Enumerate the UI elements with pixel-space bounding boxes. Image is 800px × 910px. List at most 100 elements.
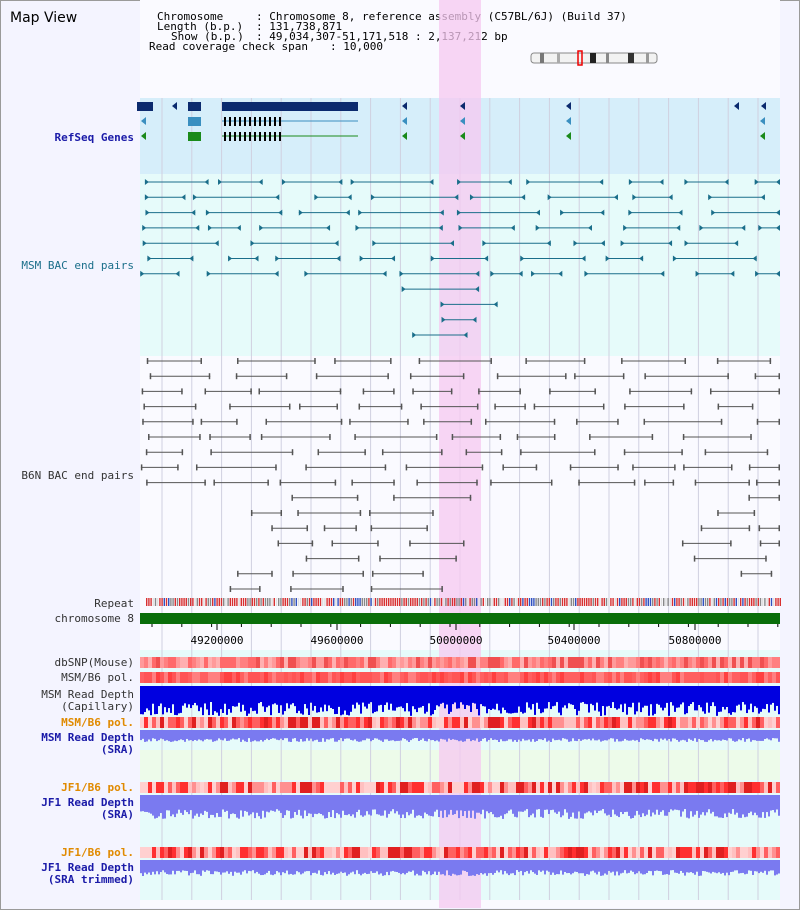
repeat-element <box>324 598 326 606</box>
depth-bar <box>314 730 316 741</box>
depth-bar <box>656 795 658 810</box>
depth-bar <box>476 686 478 710</box>
refseq-genes-label[interactable]: RefSeq Genes <box>54 131 134 144</box>
depth-bar <box>564 730 566 739</box>
repeat-element <box>146 598 148 606</box>
density-cell <box>440 717 444 728</box>
bac-end-tick <box>693 555 696 562</box>
density-cell <box>744 847 748 858</box>
depth-bar <box>234 795 236 815</box>
depth-bar <box>562 795 564 816</box>
density-cell <box>536 657 540 668</box>
density-cell <box>676 717 680 728</box>
depth-bar <box>570 730 572 742</box>
msm-bac-label[interactable]: MSM BAC end pairs <box>21 259 134 272</box>
density-cell <box>748 717 752 728</box>
depth-bar <box>722 686 724 707</box>
show-label: Show (b.p.) <box>171 30 244 43</box>
depth-bar <box>192 795 194 819</box>
bac-end-tick <box>469 494 472 501</box>
bac-end-icon <box>776 224 780 231</box>
density-cell <box>628 672 632 683</box>
density-cell <box>296 782 300 793</box>
density-cell <box>688 657 692 668</box>
density-cell <box>620 657 624 668</box>
depth-bar <box>214 730 216 742</box>
depth-bar <box>670 686 672 703</box>
density-cell <box>244 717 248 728</box>
density-cell <box>696 672 700 683</box>
bac-end-icon <box>254 255 259 262</box>
depth-bar <box>252 795 254 813</box>
depth-bar <box>740 686 742 711</box>
density-cell <box>520 847 524 858</box>
depth-bar <box>466 860 468 873</box>
depth-bar <box>606 860 608 875</box>
depth-bar <box>484 795 486 819</box>
depth-bar <box>192 860 194 873</box>
density-cell <box>680 847 684 858</box>
density-cell <box>756 717 760 728</box>
bac-end-icon <box>490 270 495 277</box>
depth-bar <box>478 860 480 875</box>
density-cell <box>480 657 484 668</box>
depth-bar <box>220 795 222 817</box>
bac-end-icon <box>250 240 255 247</box>
bac-end-tick <box>778 464 780 471</box>
repeat-element <box>280 598 282 606</box>
depth-bar <box>266 730 268 739</box>
depth-bar <box>306 860 308 872</box>
density-cell <box>364 717 368 728</box>
repeat-element <box>148 598 150 606</box>
depth-bar <box>360 860 362 876</box>
density-cell <box>616 672 620 683</box>
depth-bar <box>584 795 586 814</box>
b6n-bac-label[interactable]: B6N BAC end pairs <box>21 469 134 482</box>
depth-bar <box>506 686 508 713</box>
density-cell <box>600 847 604 858</box>
depth-bar <box>322 860 324 876</box>
density-cell <box>604 657 608 668</box>
bac-end-tick <box>778 373 780 380</box>
density-cell <box>664 717 668 728</box>
bac-end-tick <box>624 403 626 410</box>
density-cell <box>736 672 740 683</box>
density-cell <box>208 657 212 668</box>
repeat-element <box>583 598 586 606</box>
repeat-element <box>533 598 535 606</box>
density-cell <box>524 847 528 858</box>
density-cell <box>440 672 444 683</box>
depth-bar <box>446 795 448 818</box>
depth-bar <box>408 860 410 872</box>
density-cell <box>656 847 660 858</box>
bac-end-tick <box>412 388 414 395</box>
bac-end-tick <box>602 403 605 410</box>
repeat-element <box>478 598 480 606</box>
depth-bar <box>744 860 746 875</box>
depth-bar <box>470 686 472 712</box>
density-cell <box>732 717 736 728</box>
depth-bar <box>170 730 172 742</box>
depth-bar <box>646 795 648 815</box>
depth-bar <box>308 860 310 872</box>
depth-bar <box>562 730 564 739</box>
depth-bar <box>418 730 420 741</box>
depth-bar <box>644 795 646 817</box>
density-cell <box>488 672 492 683</box>
depth-bar <box>346 795 348 816</box>
page-title: Map View <box>10 10 78 26</box>
depth-bar <box>224 730 226 739</box>
density-cell <box>172 672 176 683</box>
density-cell <box>632 847 636 858</box>
gene-arrow-icon <box>402 102 407 110</box>
density-cell <box>384 782 388 793</box>
density-cell <box>688 782 692 793</box>
density-cell <box>312 672 316 683</box>
depth-bar <box>766 686 768 705</box>
depth-bar <box>586 795 588 813</box>
depth-bar <box>292 730 294 739</box>
bac-end-tick <box>470 418 473 425</box>
density-cell <box>168 657 172 668</box>
depth-bar <box>244 730 246 742</box>
